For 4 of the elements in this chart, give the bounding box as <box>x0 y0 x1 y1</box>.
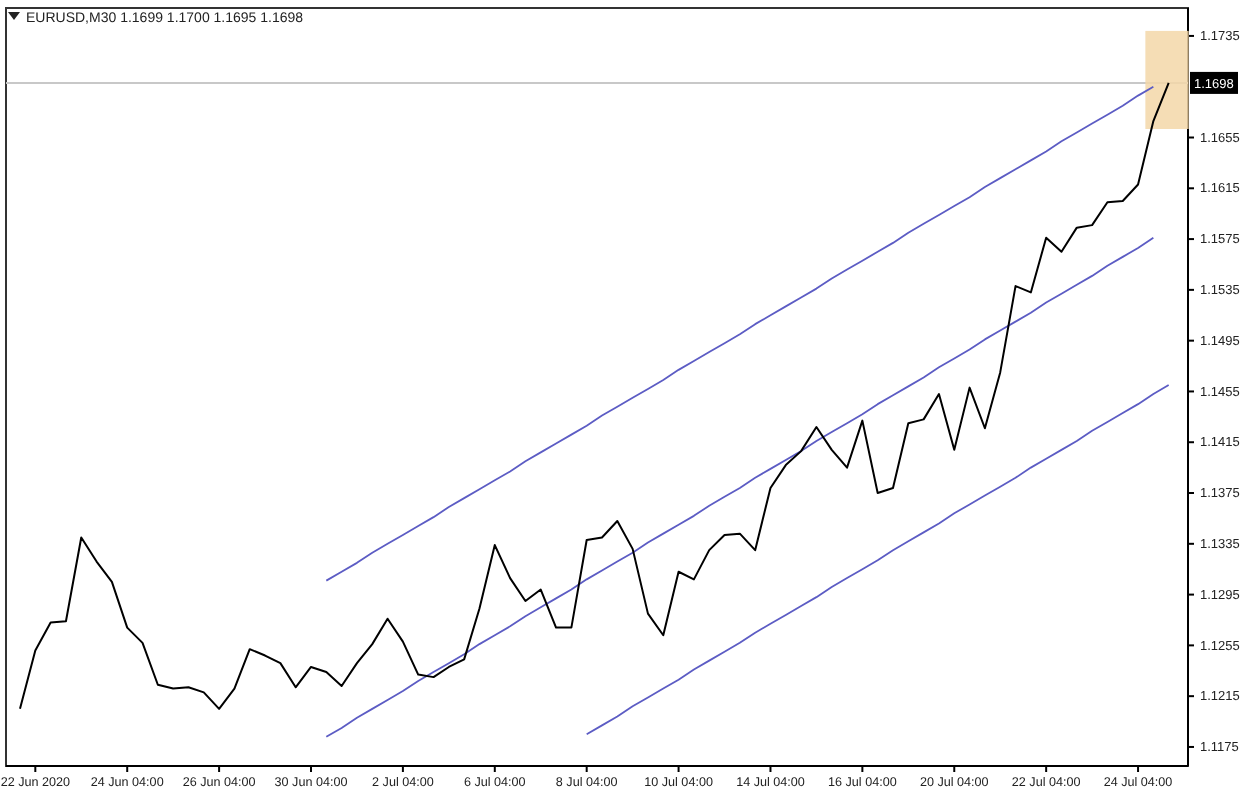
line-series <box>325 236 1155 738</box>
line-series <box>19 81 1170 710</box>
line-series <box>325 85 1155 582</box>
line-series <box>585 384 1170 736</box>
